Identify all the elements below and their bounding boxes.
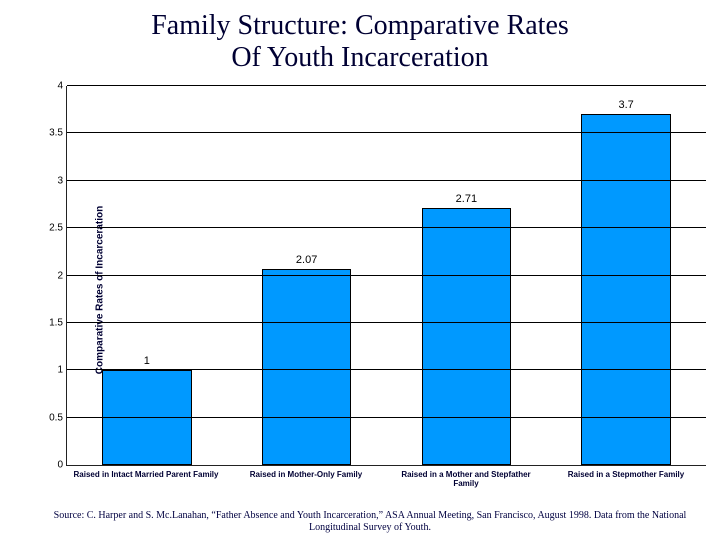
bar-value-label: 3.7	[582, 99, 669, 111]
x-category-label: Raised in a Mother and Stepfather Family	[386, 468, 546, 496]
bar-value-label: 1	[103, 355, 190, 367]
x-axis-labels: Raised in Intact Married Parent FamilyRa…	[66, 468, 706, 496]
y-tick-label: 2.5	[39, 223, 63, 234]
y-tick-label: 0	[39, 460, 63, 471]
grid-line	[67, 227, 706, 228]
y-tick-label: 2	[39, 270, 63, 281]
bars-layer: 1 2.07 2.71 3.7	[67, 86, 706, 465]
bar-value-label: 2.07	[263, 254, 350, 266]
bar-slot: 1	[67, 86, 227, 465]
grid-line	[67, 180, 706, 181]
x-category-label: Raised in Intact Married Parent Family	[66, 468, 226, 496]
y-tick-label: 1	[39, 365, 63, 376]
title-line-2: Of Youth Incarceration	[231, 42, 488, 73]
plot-area: 12.072.713.7 00.511.522.533.54	[66, 86, 706, 466]
grid-line	[67, 85, 706, 86]
grid-line	[67, 132, 706, 133]
y-tick-label: 1.5	[39, 317, 63, 328]
y-tick-label: 4	[39, 81, 63, 92]
grid-line	[67, 275, 706, 276]
grid-line	[67, 369, 706, 370]
bar: 2.07	[262, 269, 351, 465]
bar-slot: 2.71	[387, 86, 547, 465]
y-tick-label: 0.5	[39, 412, 63, 423]
bar-value-label: 2.71	[423, 193, 510, 205]
grid-line	[67, 322, 706, 323]
source-citation: Source: C. Harper and S. Mc.Lanahan, “Fa…	[40, 510, 700, 534]
bar-slot: 3.7	[546, 86, 706, 465]
bar-slot: 2.07	[227, 86, 387, 465]
x-category-label: Raised in Mother-Only Family	[226, 468, 386, 496]
chart-title: Family Structure: Comparative Rates Of Y…	[0, 0, 720, 80]
title-line-1: Family Structure: Comparative Rates	[151, 10, 569, 41]
bar: 3.7	[581, 114, 670, 465]
y-tick-label: 3.5	[39, 128, 63, 139]
bar: 1	[102, 370, 191, 465]
y-tick-label: 3	[39, 175, 63, 186]
bar: 2.71	[422, 208, 511, 465]
chart-container: Comparative Rates of Incarceration 12.07…	[30, 86, 710, 494]
x-category-label: Raised in a Stepmother Family	[546, 468, 706, 496]
grid-line	[67, 417, 706, 418]
